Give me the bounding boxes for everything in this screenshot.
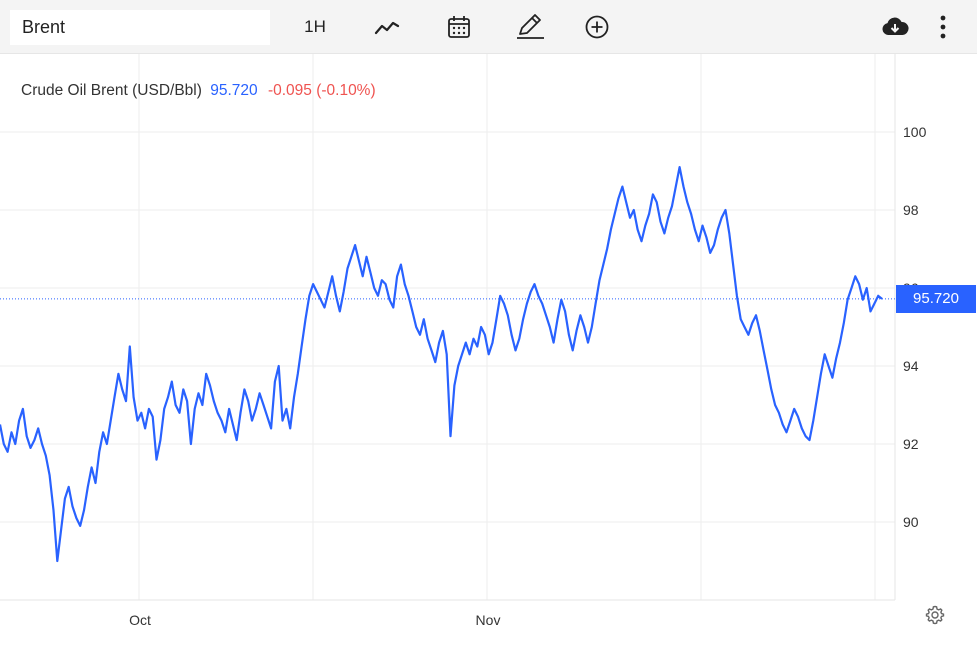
x-tick-label: Oct	[129, 612, 151, 628]
draw-button[interactable]	[514, 12, 546, 42]
y-tick-label: 94	[903, 358, 919, 374]
interval-button[interactable]: 1H	[304, 17, 326, 36]
symbol-search-input[interactable]	[10, 10, 270, 45]
download-button[interactable]	[880, 12, 910, 42]
toolbar: 1H	[0, 0, 977, 54]
legend-last-price: 95.720	[210, 82, 258, 99]
more-vertical-icon	[940, 15, 946, 39]
add-indicator-button[interactable]	[582, 12, 612, 42]
calendar-icon	[448, 16, 470, 38]
y-tick-label: 98	[903, 202, 919, 218]
x-tick-label: Nov	[476, 612, 501, 628]
pencil-icon	[517, 14, 544, 39]
y-tick-label: 92	[903, 436, 919, 452]
chart-type-button[interactable]	[372, 12, 402, 42]
gear-icon	[925, 605, 945, 625]
chart-legend: Crude Oil Brent (USD/Bbl) 95.720 -0.095 …	[21, 82, 376, 100]
legend-symbol-name: Crude Oil Brent (USD/Bbl)	[21, 82, 202, 99]
y-tick-label: 100	[903, 124, 927, 140]
legend-change: -0.095 (-0.10%)	[267, 82, 376, 99]
calendar-button[interactable]	[444, 12, 474, 42]
y-tick-label: 90	[903, 514, 919, 530]
cloud-download-icon	[882, 17, 909, 35]
plus-circle-icon	[585, 15, 609, 39]
chart-type-icon	[374, 21, 400, 35]
more-options-button[interactable]	[928, 12, 958, 42]
chart-settings-button[interactable]	[924, 604, 946, 626]
last-price-tag: 95.720	[896, 284, 976, 313]
series-line-brent	[0, 166, 883, 563]
